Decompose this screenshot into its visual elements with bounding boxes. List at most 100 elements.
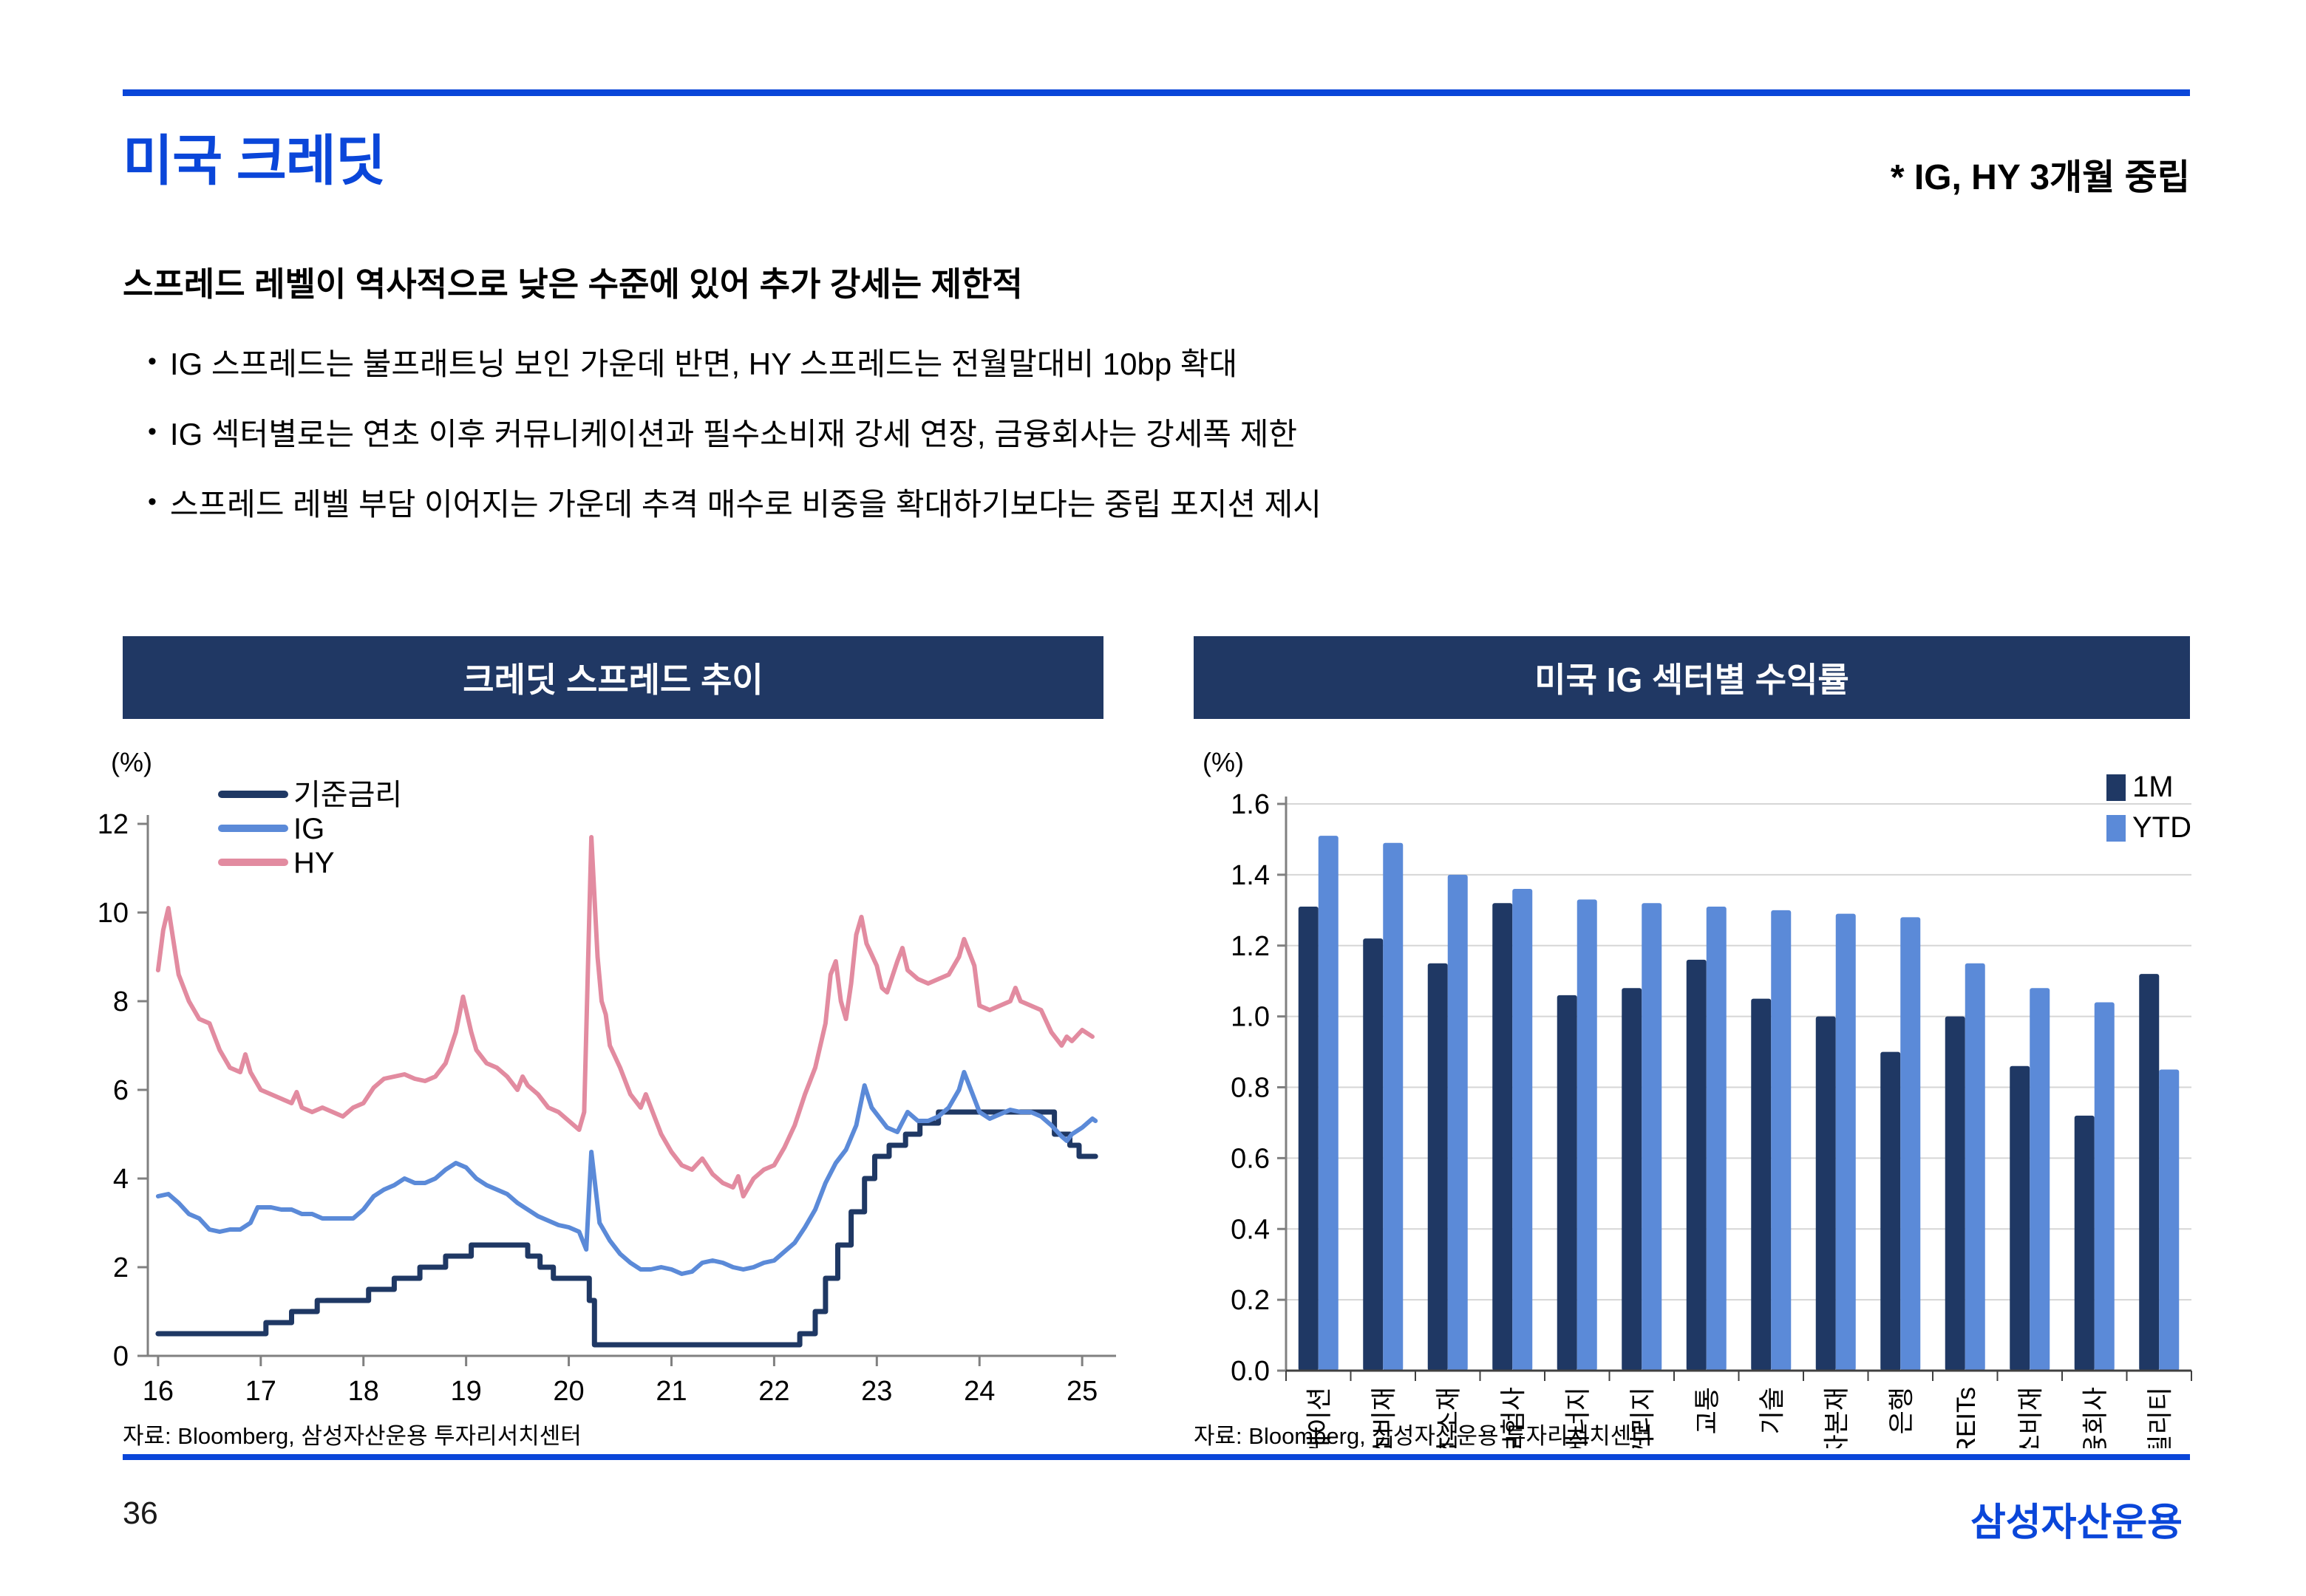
bullet-list: • IG 스프레드는 불프래트닝 보인 가운데 반면, HY 스프레드는 전월말대… — [148, 327, 1322, 537]
x-tick-label: 24 — [964, 1376, 995, 1407]
bullet-text: IG 스프레드는 불프래트닝 보인 가운데 반면, HY 스프레드는 전월말대비… — [169, 347, 1238, 381]
bar-1M-브로커리지 — [1622, 988, 1642, 1371]
category-label: 유틸리티 — [2146, 1387, 2174, 1448]
category-label-group: 보험사 — [1499, 1387, 1528, 1448]
category-label-group: 유틸리티 — [2146, 1387, 2174, 1448]
legend-label-YTD: YTD — [2132, 811, 2191, 844]
bar-1M-필수소비재 — [1363, 938, 1384, 1371]
x-tick-label: 16 — [143, 1376, 174, 1407]
right-chart-header: 미국 IG 섹터별 수익률 — [1194, 636, 2190, 719]
category-label-group: 경기소비재 — [2016, 1387, 2045, 1448]
bar-1M-유틸리티 — [2139, 974, 2160, 1371]
기준금리-line — [155, 1109, 1098, 1348]
bullet-text: IG 섹터별로는 연초 이후 커뮤니케이션과 필수소비재 강세 연장, 금융회사… — [169, 417, 1298, 451]
bar-1M-금융회사 — [2074, 1115, 2095, 1371]
legend-swatch-1M — [2106, 774, 2126, 801]
category-label: 경기소비재 — [2016, 1387, 2045, 1448]
x-tick-label: 17 — [245, 1376, 276, 1407]
y-tick-label: 0.0 — [1231, 1356, 1270, 1387]
bar-1M-기초소재 — [1427, 963, 1448, 1371]
legend-label-IG: IG — [293, 813, 324, 845]
category-label: 브로커리지 — [1628, 1387, 1657, 1448]
HY-line — [155, 835, 1095, 1198]
category-label-group: 필수소비재 — [1370, 1387, 1398, 1448]
bar-1M-은행 — [1880, 1051, 1901, 1371]
left-chart-unit-label: (%) — [111, 747, 152, 777]
right-chart-unit-label: (%) — [1203, 747, 1244, 777]
right-chart-source: 자료: Bloomberg, 삼성자산운용 투자리서치센터 — [1194, 1423, 1653, 1449]
bar-YTD-유틸리티 — [2159, 1069, 2180, 1371]
category-label-group: 커뮤니케이션 — [1305, 1387, 1334, 1448]
bar-YTD-브로커리지 — [1642, 903, 1662, 1371]
bar-YTD-에너지 — [1577, 899, 1597, 1371]
right-chart-title: 미국 IG 섹터별 수익률 — [1534, 661, 1849, 699]
category-label: 자본재 — [1823, 1387, 1851, 1448]
legend-swatch-YTD — [2106, 815, 2126, 842]
y-tick-label: 0.2 — [1231, 1285, 1270, 1316]
left-chart-header: 크레딧 스프레드 추이 — [123, 636, 1103, 719]
bar-YTD-필수소비재 — [1383, 842, 1404, 1371]
category-label: 기초소재 — [1435, 1387, 1463, 1448]
y-tick-label: 12 — [98, 809, 129, 840]
category-label-group: 에너지 — [1564, 1387, 1593, 1448]
ig-sector-return-bar-chart: (%) 0.0 0.2 0.4 0.6 0.8 1.0 1.2 1.4 1.6 커뮤니케이션 필수소비… — [1203, 747, 2192, 1448]
category-label: 보험사 — [1499, 1387, 1528, 1448]
x-tick-label: 23 — [861, 1376, 892, 1407]
bar-YTD-금융회사 — [2094, 1002, 2115, 1371]
bar-1M-보험사 — [1492, 903, 1513, 1371]
bar-1M-기술 — [1751, 998, 1772, 1371]
y-tick-label: 1.0 — [1231, 1002, 1270, 1033]
bar-YTD-REITs — [1965, 963, 1985, 1371]
y-tick-label: 0 — [113, 1341, 129, 1372]
bar-1M-교통 — [1686, 959, 1707, 1371]
y-tick-label: 4 — [113, 1164, 129, 1195]
header-note: * IG, HY 3개월 중립 — [1890, 158, 2190, 197]
bar-1M-에너지 — [1557, 995, 1577, 1371]
bar-YTD-교통 — [1706, 907, 1727, 1371]
legend-label-1M: 1M — [2132, 771, 2174, 803]
bullet-text: 스프레드 레벨 부담 이어지는 가운데 추격 매수로 비중을 확대하기보다는 중… — [169, 487, 1322, 522]
company-logo: 삼성자산운용 — [1970, 1501, 2183, 1544]
x-tick-label: 22 — [758, 1376, 789, 1407]
bar-1M-자본재 — [1815, 1016, 1836, 1371]
bullet-marker-icon: • — [148, 417, 157, 446]
category-label-group: 기초소재 — [1435, 1387, 1463, 1448]
category-label-group: 은행 — [1887, 1387, 1916, 1434]
x-tick-label: 25 — [1067, 1376, 1098, 1407]
category-label-group: REITs — [1952, 1387, 1981, 1448]
bullet-item-3: • 스프레드 레벨 부담 이어지는 가운데 추격 매수로 비중을 확대하기보다는 … — [148, 467, 1322, 537]
bullet-item-1: • IG 스프레드는 불프래트닝 보인 가운데 반면, HY 스프레드는 전월말대… — [148, 327, 1322, 397]
summary-heading: 스프레드 레벨이 역사적으로 낮은 수준에 있어 추가 강세는 제한적 — [123, 265, 1023, 303]
bullet-marker-icon: • — [148, 347, 157, 375]
y-tick-label: 10 — [98, 898, 129, 929]
category-label-group: 금융회사 — [2081, 1387, 2110, 1448]
y-tick-label: 6 — [113, 1075, 129, 1106]
y-tick-label: 0.6 — [1231, 1143, 1270, 1174]
category-label: 기술 — [1758, 1387, 1786, 1434]
IG-line — [155, 1070, 1098, 1276]
x-tick-label: 20 — [553, 1376, 584, 1407]
legend-label-HY: HY — [293, 847, 335, 879]
y-tick-label: 1.2 — [1231, 931, 1270, 962]
bar-YTD-기초소재 — [1447, 874, 1468, 1371]
footer-rule — [123, 1454, 2190, 1460]
bar-YTD-경기소비재 — [2030, 988, 2050, 1371]
y-tick-label: 1.4 — [1231, 860, 1270, 891]
x-tick-label: 18 — [348, 1376, 379, 1407]
legend-label-기준금리: 기준금리 — [293, 779, 402, 811]
category-label: 금융회사 — [2081, 1387, 2110, 1448]
page-title: 미국 크레딧 — [123, 130, 386, 191]
category-label-group: 자본재 — [1823, 1387, 1851, 1448]
top-rule — [123, 89, 2190, 96]
bar-YTD-커뮤니케이션 — [1318, 836, 1339, 1371]
page-number: 36 — [123, 1496, 158, 1531]
bar-YTD-보험사 — [1512, 889, 1533, 1371]
bar-1M-REITs — [1945, 1016, 1965, 1371]
category-label: 커뮤니케이션 — [1305, 1387, 1334, 1448]
y-tick-label: 0.8 — [1231, 1073, 1270, 1104]
left-chart-title: 크레딧 스프레드 추이 — [463, 661, 763, 699]
x-tick-label: 19 — [451, 1376, 482, 1407]
category-label: 에너지 — [1564, 1387, 1593, 1448]
